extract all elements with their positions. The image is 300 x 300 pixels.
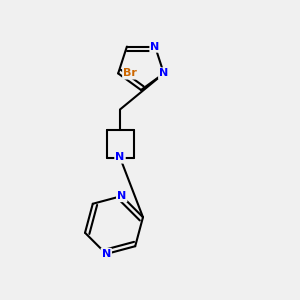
Text: N: N [151,42,160,52]
Text: N: N [102,249,111,259]
Text: N: N [117,191,126,201]
Text: Br: Br [123,68,137,78]
Text: N: N [159,68,169,78]
Text: N: N [116,152,124,163]
